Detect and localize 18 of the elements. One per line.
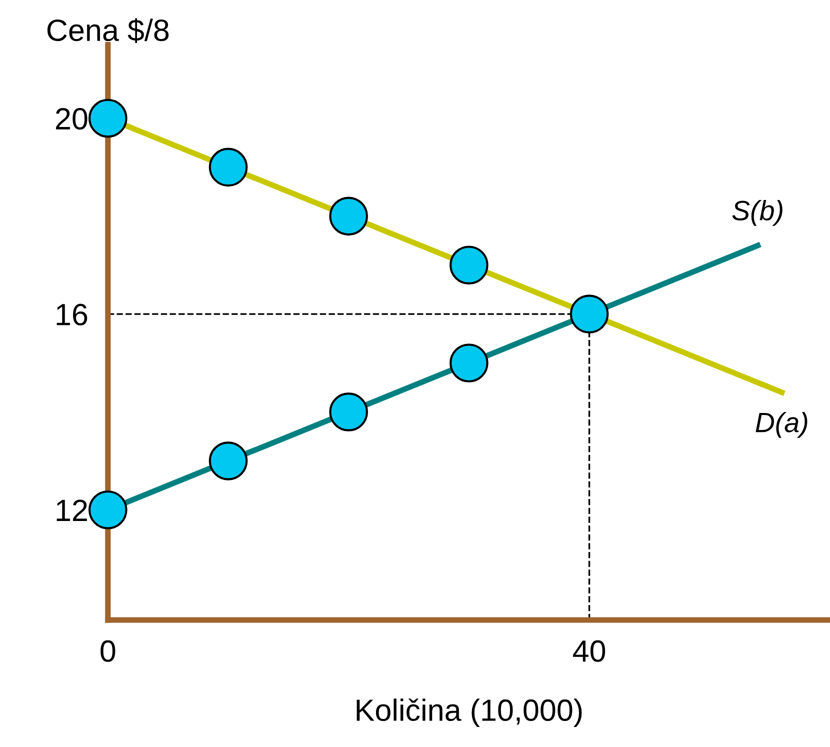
point	[329, 196, 368, 236]
x-axis-title: Količina (10,000)	[356, 698, 582, 728]
point	[450, 246, 488, 285]
point	[570, 294, 609, 334]
series-label: D(a)	[756, 412, 808, 438]
x-tick-label: 0	[100, 640, 116, 662]
x-tick-label: 40	[573, 640, 606, 662]
y-axis-title: Cena $/8	[47, 18, 169, 43]
point	[208, 148, 248, 187]
y-tick-label: 20	[56, 108, 88, 130]
point	[88, 98, 128, 138]
point	[329, 392, 368, 432]
point	[208, 441, 248, 480]
y-tick-label: 12	[56, 500, 87, 521]
point	[450, 344, 488, 382]
series-label: S(b)	[732, 200, 782, 226]
point	[88, 490, 128, 530]
y-tick-label: 16	[56, 304, 88, 326]
